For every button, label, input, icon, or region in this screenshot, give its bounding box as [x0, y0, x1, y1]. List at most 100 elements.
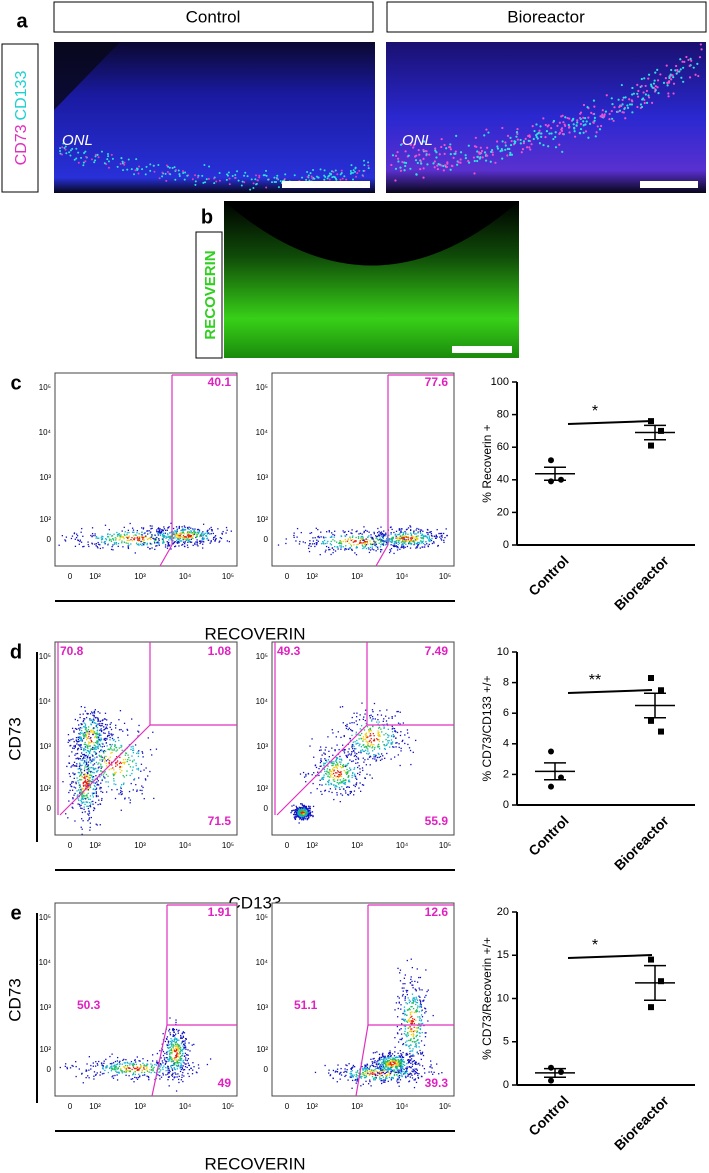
event-dot: [296, 811, 299, 813]
signal-dot: [611, 117, 614, 120]
signal-dot: [667, 92, 670, 95]
event-dot: [118, 533, 120, 535]
event-dot: [99, 712, 101, 714]
event-dot: [184, 536, 186, 538]
event-dot: [294, 818, 297, 821]
event-dot: [99, 1074, 101, 1076]
event-dot: [184, 1059, 187, 1061]
signal-dot: [59, 152, 62, 155]
event-dot: [205, 535, 207, 537]
signal-dot: [174, 178, 177, 181]
signal-dot: [315, 175, 318, 178]
event-dot: [399, 539, 402, 541]
event-dot: [154, 538, 156, 540]
event-dot: [397, 1068, 399, 1071]
event-dot: [303, 810, 306, 812]
event-dot: [340, 781, 343, 783]
event-dot: [304, 815, 307, 817]
event-dot: [345, 724, 347, 727]
event-dot: [119, 1060, 121, 1062]
event-dot: [89, 767, 91, 769]
event-dot: [405, 536, 407, 538]
event-dot: [101, 729, 103, 732]
event-dot: [80, 736, 82, 738]
event-dot: [319, 765, 321, 768]
signal-dot: [494, 161, 497, 164]
event-dot: [113, 738, 115, 741]
event-dot: [416, 541, 419, 544]
event-dot: [95, 746, 97, 748]
event-dot: [355, 720, 357, 722]
event-dot: [90, 760, 93, 762]
event-dot: [328, 784, 330, 786]
density-cloud: [314, 958, 443, 1089]
event-dot: [184, 536, 186, 539]
event-dot: [426, 531, 428, 534]
event-dot: [175, 1048, 178, 1050]
event-dot: [112, 767, 114, 769]
event-dot: [98, 738, 100, 740]
event-dot: [94, 709, 97, 711]
event-dot: [82, 734, 84, 736]
event-dot: [316, 539, 318, 541]
signal-dot: [228, 183, 231, 186]
event-dot: [355, 748, 357, 750]
quadrant-percent: 71.5: [208, 814, 232, 828]
event-dot: [299, 817, 302, 819]
event-dot: [158, 543, 160, 545]
event-dot: [146, 530, 149, 532]
event-dot: [180, 529, 183, 531]
event-dot: [137, 767, 140, 770]
event-dot: [412, 532, 415, 534]
event-dot: [140, 536, 142, 538]
event-dot: [336, 775, 339, 778]
event-dot: [162, 1050, 165, 1053]
event-dot: [100, 734, 102, 736]
signal-dot: [678, 70, 681, 73]
event-dot: [378, 735, 380, 737]
event-dot: [429, 540, 431, 542]
event-dot: [184, 1040, 186, 1042]
event-dot: [431, 537, 433, 540]
event-dot: [95, 795, 98, 798]
signal-dot: [682, 66, 685, 69]
signal-dot: [602, 115, 606, 118]
event-dot: [89, 805, 91, 807]
event-dot: [346, 1069, 348, 1071]
event-dot: [389, 1073, 391, 1075]
event-dot: [385, 723, 388, 726]
event-dot: [315, 766, 318, 769]
event-dot: [89, 806, 92, 808]
event-dot: [399, 1072, 402, 1074]
event-dot: [121, 1071, 123, 1073]
event-dot: [96, 537, 99, 539]
event-dot: [356, 723, 358, 726]
event-dot: [369, 546, 372, 549]
event-dot: [118, 1065, 121, 1068]
event-dot: [197, 1064, 200, 1066]
signal-dot: [191, 178, 194, 181]
signal-dot: [501, 126, 504, 130]
event-dot: [334, 775, 336, 777]
event-dot: [83, 777, 85, 779]
event-dot: [366, 735, 368, 737]
event-dot: [298, 806, 300, 808]
event-dot: [422, 530, 424, 532]
signal-dot: [341, 177, 344, 180]
flow-x-tick-label: 10⁴: [179, 1102, 192, 1111]
signal-dot: [588, 122, 592, 125]
event-dot: [196, 1072, 198, 1074]
event-dot: [387, 541, 390, 543]
panel-letter: c: [10, 372, 21, 394]
event-dot: [427, 532, 429, 534]
event-dot: [96, 726, 98, 729]
event-dot: [357, 742, 359, 744]
signal-dot: [611, 103, 614, 106]
event-dot: [92, 777, 94, 779]
event-dot: [170, 1056, 172, 1058]
event-dot: [355, 547, 357, 549]
signal-dot: [552, 137, 555, 141]
event-dot: [353, 775, 356, 777]
event-dot: [91, 721, 94, 723]
event-dot: [355, 716, 358, 718]
